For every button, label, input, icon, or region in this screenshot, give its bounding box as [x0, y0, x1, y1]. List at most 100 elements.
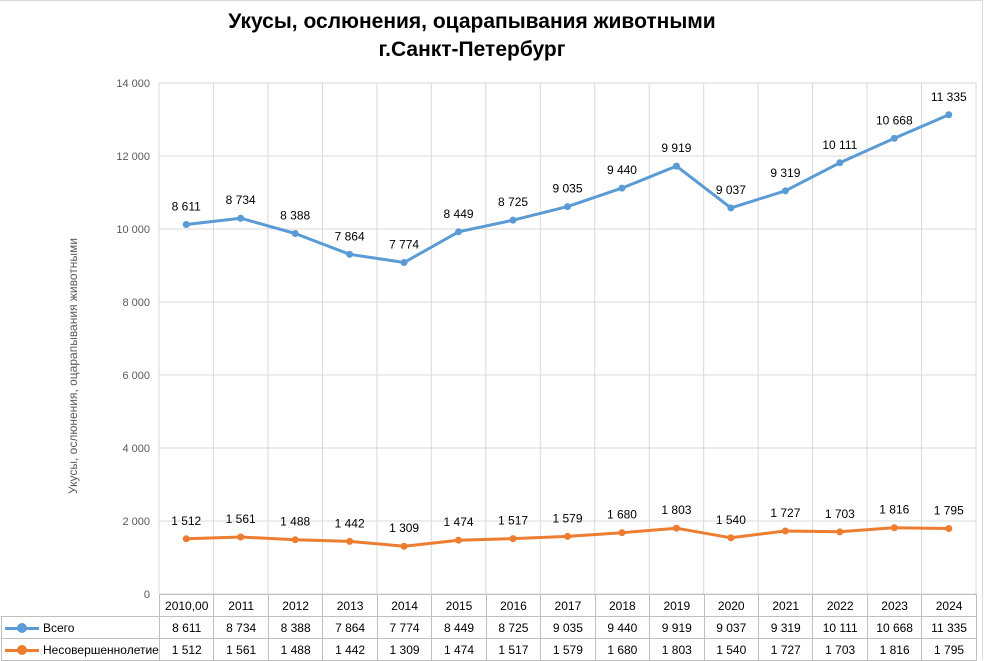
- data-table: 2010,00 2011 2012 2013 2014 2015 2016 2017 2018 2…: [1, 594, 977, 661]
- data-point: [836, 159, 844, 167]
- data-point: [291, 230, 299, 238]
- table-cell: 8 611: [158, 616, 215, 639]
- legend-entry: Всего: [1, 616, 160, 639]
- data-point: [455, 228, 463, 236]
- x-category-label: 2023: [866, 594, 923, 617]
- data-point: [618, 184, 626, 192]
- data-point: [291, 536, 299, 544]
- x-category-label: 2016: [485, 594, 542, 617]
- data-point: [400, 542, 408, 550]
- x-category-label: 2014: [376, 594, 433, 617]
- data-point: [346, 537, 354, 545]
- data-point: [890, 134, 898, 142]
- y-tick-label: 12 000: [116, 151, 150, 163]
- x-category-label: 2021: [757, 594, 814, 617]
- data-label: 7 774: [389, 237, 419, 251]
- data-label: 7 864: [335, 229, 365, 243]
- table-cell: 8 388: [267, 616, 324, 639]
- y-tick-label: 4 000: [122, 443, 150, 455]
- data-point: [237, 533, 245, 541]
- table-cell: 11 335: [921, 616, 977, 639]
- x-category-label: 2020: [703, 594, 759, 617]
- x-category-label: 2018: [594, 594, 651, 617]
- y-tick-label: 6 000: [122, 370, 150, 382]
- data-point: [237, 214, 245, 222]
- data-label: 1 795: [934, 503, 964, 517]
- data-label: 1 727: [770, 506, 800, 520]
- table-cell: 1 517: [485, 638, 542, 661]
- data-labels: 8 611 8 734 8 388 7 864 7 774 8 449 8 725 9 035…: [171, 90, 967, 535]
- data-label: 8 388: [280, 209, 310, 223]
- data-point: [781, 527, 789, 535]
- y-tick-label: 10 000: [116, 224, 150, 236]
- data-label: 1 309: [389, 521, 419, 535]
- chart-title-line-1: Укусы, ослюнения, оцарапывания животными: [228, 10, 716, 33]
- table-cell: 10 668: [866, 616, 923, 639]
- table-cell: 9 919: [649, 616, 705, 639]
- data-point: [509, 535, 517, 543]
- data-label: 1 579: [552, 511, 582, 525]
- x-category-label: 2011: [213, 594, 269, 617]
- legend-entry: Несовершеннолетие: [1, 638, 160, 661]
- data-label: 1 474: [444, 515, 474, 529]
- data-point: [727, 204, 735, 212]
- data-point: [455, 536, 463, 544]
- x-category-label: 2015: [431, 594, 487, 617]
- data-label: 11 335: [931, 90, 967, 104]
- data-point: [672, 524, 680, 532]
- table-cell: 1 512: [158, 638, 215, 661]
- x-category-label: 2024: [921, 594, 977, 617]
- y-tick-label: 8 000: [122, 297, 150, 309]
- data-point: [945, 524, 953, 532]
- y-tick-label: 14 000: [116, 78, 150, 90]
- table-cell: 1 442: [322, 638, 378, 661]
- data-label: 1 561: [226, 512, 256, 526]
- table-header-row: 2010,00 2011 2012 2013 2014 2015 2016 2017 2018 2…: [1, 594, 977, 617]
- table-cell: 1 795: [921, 638, 977, 661]
- x-category-label: 2013: [322, 594, 378, 617]
- table-cell: 9 319: [757, 616, 814, 639]
- data-point: [182, 221, 190, 229]
- data-point: [400, 258, 408, 266]
- table-cell: 8 725: [485, 616, 542, 639]
- data-label: 9 037: [716, 183, 746, 197]
- data-point: [564, 203, 571, 211]
- table-cell: 1 816: [866, 638, 923, 661]
- table-cell: 9 037: [703, 616, 759, 639]
- data-label: 1 517: [498, 514, 528, 528]
- table-row: Несовершеннолетие 1 512 1 561 1 488 1 442 1 3…: [1, 638, 977, 661]
- series-lines: [182, 111, 953, 550]
- table-cell: 1 579: [540, 638, 596, 661]
- x-category-label: 2017: [540, 594, 596, 617]
- x-category-label: 2022: [812, 594, 868, 617]
- table-cell: 1 540: [703, 638, 759, 661]
- data-label: 9 440: [607, 163, 637, 177]
- y-axis-label: Укусы, ослюнения, оцарапывания животными: [66, 238, 80, 494]
- x-category-label: 2019: [649, 594, 705, 617]
- table-row: Всего 8 611 8 734 8 388 7 864 7 774 8 449 8 725…: [1, 616, 977, 639]
- gridlines: [158, 82, 977, 595]
- data-label: 1 703: [825, 507, 855, 521]
- data-label: 1 540: [716, 513, 746, 527]
- table-cell: 7 774: [376, 616, 433, 639]
- legend-marker-icon: [5, 645, 39, 656]
- y-tick-label: 2 000: [122, 516, 150, 528]
- legend-marker-icon: [5, 623, 39, 634]
- table-cell: 7 864: [322, 616, 378, 639]
- data-point: [346, 250, 354, 258]
- data-point: [836, 528, 844, 536]
- data-label: 1 803: [661, 503, 691, 517]
- data-point: [509, 216, 517, 224]
- table-cell: 8 734: [213, 616, 269, 639]
- data-label: 8 611: [172, 200, 201, 214]
- data-point: [945, 111, 953, 119]
- data-label: 10 668: [876, 113, 913, 127]
- legend-label: Всего: [43, 620, 75, 635]
- table-cell: 1 803: [649, 638, 705, 661]
- data-point: [564, 532, 571, 540]
- data-point: [182, 535, 190, 543]
- chart-title-line-2: г.Санкт-Петербург: [378, 38, 566, 61]
- table-corner: [1, 594, 160, 617]
